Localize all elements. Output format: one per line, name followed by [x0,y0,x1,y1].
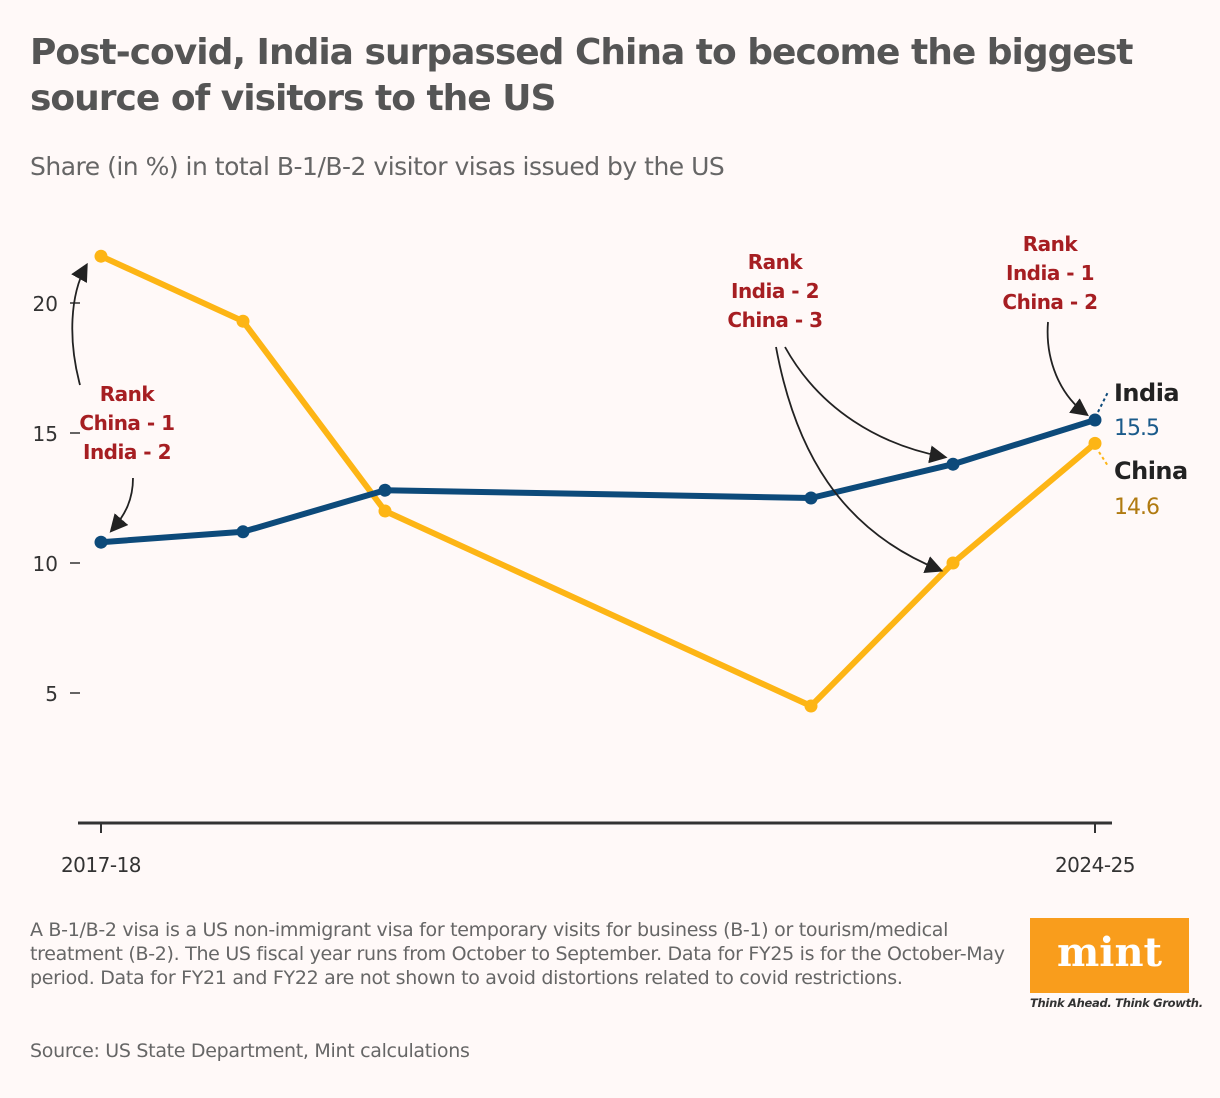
y-tick-label: 20 [33,292,58,316]
annotation-3-line: India - 1 [1006,261,1094,285]
end-value-china: 14.6 [1114,495,1159,520]
leader-line-china [1098,451,1109,467]
annotation-3-line: Rank [1023,232,1079,256]
annotation-3-line: China - 2 [1002,290,1097,314]
chart-subtitle: Share (in %) in total B-1/B-2 visitor vi… [30,152,725,181]
annotation-2-line: China - 3 [727,308,822,332]
data-point-china [94,249,108,263]
annotation-1-line: India - 2 [83,440,171,464]
x-tick-label: 2017-18 [61,853,141,877]
series-line-china [99,253,1097,709]
data-point-china [804,699,818,713]
data-point-india [1088,413,1102,427]
annotation-arrow [784,346,948,464]
logo-tagline: Think Ahead. Think Growth. [1030,996,1203,1010]
annotation-2-line: Rank [748,250,804,274]
annotation-1-line: Rank [100,382,156,406]
data-point-india [946,457,960,471]
chart-title: Post-covid, India surpassed China to bec… [30,32,1133,119]
annotation-2-line: India - 2 [731,279,819,303]
y-tick-label: 5 [45,682,58,706]
annotation-arrow [109,477,134,533]
y-tick-label: 10 [33,552,58,576]
data-point-china [378,504,392,518]
data-point-china [1088,436,1102,450]
x-tick-label: 2024-25 [1055,853,1135,877]
series-label-china: China [1114,457,1188,485]
annotation-1-line: China - 1 [79,411,174,435]
end-value-india: 15.5 [1114,416,1159,441]
y-tick-label: 15 [33,422,58,446]
data-point-india [378,483,392,497]
data-point-india [94,535,108,549]
leader-line-india [1097,391,1109,413]
series-line-india [100,417,1096,546]
footnote: A B-1/B-2 visa is a US non-immigrant vis… [30,919,1005,989]
data-point-china [946,556,960,570]
annotation-arrow [71,262,88,386]
annotation-arrow [775,346,944,573]
data-point-china [236,314,250,328]
data-point-india [236,525,250,539]
data-point-india [804,491,818,505]
source-note: Source: US State Department, Mint calcul… [30,1040,470,1062]
series-label-india: India [1114,379,1179,407]
line-chart: 2017-18 2024-25 5 10 15 20 India 15.5 China 14.6 R… [33,232,1189,877]
annotation-arrow [1046,321,1089,417]
mint-logo: mint [1030,918,1189,993]
